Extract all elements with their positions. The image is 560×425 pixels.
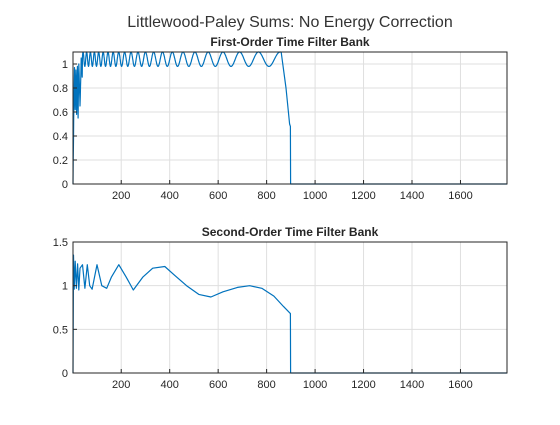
x-tick-label: 600 bbox=[209, 379, 227, 391]
x-tick-label: 1400 bbox=[400, 190, 424, 202]
y-tick-label: 1 bbox=[62, 281, 68, 293]
x-tick-label: 1600 bbox=[448, 190, 472, 202]
axes-frame bbox=[72, 241, 508, 374]
x-tick-label: 1000 bbox=[303, 379, 327, 391]
axes-1: 200 400 600 800 1000 1200 1400 1600 0 0.2 0.4 0.6 0.… bbox=[53, 35, 508, 202]
x-tick-label: 200 bbox=[112, 190, 130, 202]
y-tick-label: 1 bbox=[62, 59, 68, 71]
series-line bbox=[72, 51, 507, 185]
y-tick-label: 0.6 bbox=[53, 107, 68, 119]
series-line bbox=[72, 254, 507, 374]
x-tick-label: 1000 bbox=[303, 190, 327, 202]
axes-title: Second-Order Time Filter Bank bbox=[202, 225, 379, 239]
y-tick-label: 0 bbox=[62, 368, 68, 380]
y-tick-label: 0 bbox=[62, 179, 68, 191]
x-tick-label: 1200 bbox=[351, 379, 375, 391]
y-tick-label: 0.8 bbox=[53, 83, 68, 95]
figure-title: Littlewood-Paley Sums: No Energy Correct… bbox=[127, 14, 452, 31]
y-tick-label: 1.5 bbox=[53, 237, 68, 249]
y-tick-label: 0.2 bbox=[53, 155, 68, 167]
y-tick-label: 0.5 bbox=[53, 324, 68, 336]
x-tick-label: 1600 bbox=[448, 379, 472, 391]
x-tick-label: 200 bbox=[112, 379, 130, 391]
axes-frame bbox=[72, 51, 508, 185]
axes-title: First-Order Time Filter Bank bbox=[210, 35, 369, 49]
x-tick-label: 1200 bbox=[351, 190, 375, 202]
x-tick-label: 400 bbox=[161, 379, 179, 391]
x-tick-label: 800 bbox=[257, 190, 275, 202]
x-tick-label: 400 bbox=[161, 190, 179, 202]
axes-2: 200 400 600 800 1000 1200 1400 1600 0 0.5 1 1.5 Seco… bbox=[53, 225, 508, 391]
x-tick-label: 1400 bbox=[400, 379, 424, 391]
y-tick-label: 0.4 bbox=[53, 131, 68, 143]
x-tick-label: 800 bbox=[257, 379, 275, 391]
x-tick-label: 600 bbox=[209, 190, 227, 202]
